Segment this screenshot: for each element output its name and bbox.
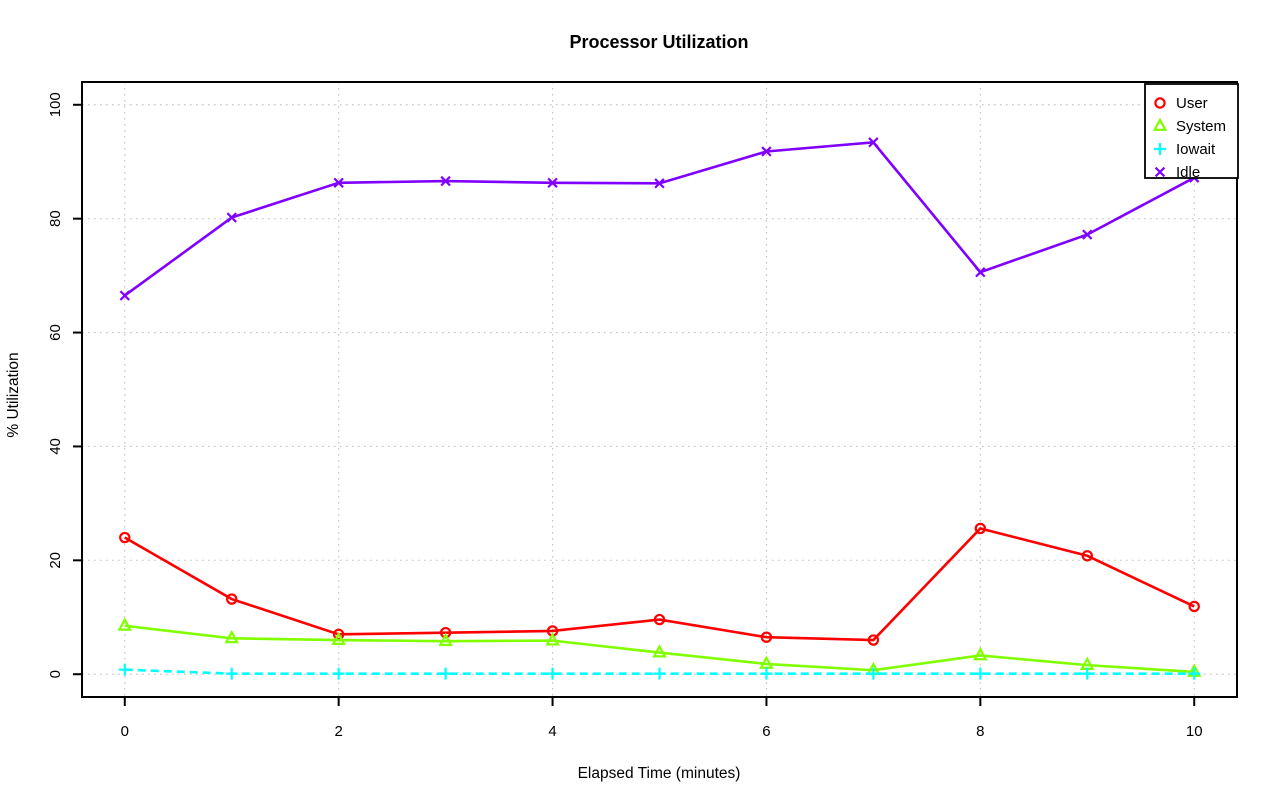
x-tick-label: 8: [976, 723, 984, 740]
series-marker-user: [1081, 550, 1093, 562]
series-marker-idle: [761, 146, 772, 157]
series-marker-system: [545, 632, 560, 646]
series-marker-iowait: [760, 667, 773, 680]
x-tick-label: 0: [121, 723, 129, 740]
x-axis-label: Elapsed Time (minutes): [578, 765, 741, 782]
y-tick-label: 100: [47, 92, 64, 117]
series-marker-iowait: [867, 667, 880, 680]
series-marker-system: [973, 646, 988, 661]
series-marker-user: [119, 531, 131, 544]
chart-title: Processor Utilization: [569, 32, 748, 52]
legend-label-system: System: [1176, 118, 1226, 135]
series-marker-idle: [226, 212, 237, 223]
y-axis-label: % Utilization: [5, 352, 22, 437]
series-marker-iowait: [974, 667, 987, 680]
y-tick-label: 20: [47, 552, 64, 569]
series-marker-iowait: [439, 667, 452, 680]
series-marker-iowait: [332, 667, 345, 680]
series-marker-idle: [547, 177, 558, 188]
series-marker-user: [226, 593, 238, 605]
legend-label-iowait: Iowait: [1176, 141, 1216, 158]
legend-marker-iowait: [1154, 143, 1166, 155]
series-marker-iowait: [1081, 667, 1094, 680]
series-marker-idle: [868, 137, 879, 148]
y-tick-label: 40: [47, 438, 64, 455]
series-marker-iowait: [225, 667, 238, 680]
series-marker-user: [867, 634, 880, 646]
legend-label-user: User: [1176, 95, 1208, 112]
series-marker-system: [117, 617, 133, 631]
series-line-system: [124, 624, 1195, 674]
legend-marker-idle: [1154, 166, 1166, 178]
series-marker-idle: [1082, 229, 1093, 240]
series-marker-system: [652, 644, 667, 658]
series-marker-user: [760, 631, 773, 643]
series-marker-user: [974, 522, 987, 535]
series-marker-iowait: [546, 667, 559, 680]
x-tick-label: 6: [762, 723, 770, 740]
series-marker-iowait: [1188, 667, 1201, 680]
series-marker-user: [653, 613, 666, 626]
series-marker-idle: [333, 177, 344, 188]
series-line-user: [124, 526, 1195, 642]
y-tick-label: 60: [47, 324, 64, 341]
y-tick-label: 0: [47, 670, 64, 678]
series-marker-system: [224, 629, 239, 644]
plot-box: [81, 81, 1238, 698]
legend-box: [1144, 83, 1239, 179]
series-marker-system: [331, 631, 346, 645]
x-tick-label: 10: [1186, 723, 1203, 740]
legend-label-idle: Idle: [1176, 164, 1200, 181]
series-marker-idle: [440, 175, 451, 187]
series-marker-idle: [654, 178, 665, 189]
series-marker-iowait: [118, 663, 131, 676]
x-tick-label: 2: [334, 723, 342, 740]
x-tick-label: 4: [548, 723, 556, 740]
series-marker-system: [438, 632, 453, 647]
series-marker-idle: [119, 290, 130, 301]
legend-marker-system: [1152, 117, 1168, 131]
legend-marker-user: [1154, 97, 1166, 109]
series-marker-iowait: [653, 667, 666, 680]
y-tick-label: 80: [47, 210, 64, 227]
series-marker-user: [1188, 600, 1200, 613]
series-marker-idle: [975, 267, 986, 278]
